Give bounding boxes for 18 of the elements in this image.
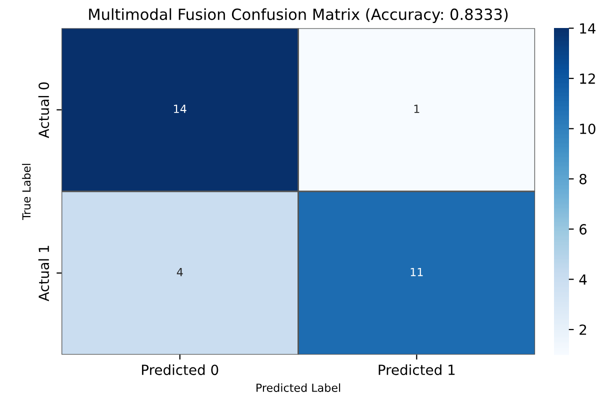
color-bar-label: 12 xyxy=(580,73,595,84)
data-label: 11 xyxy=(410,268,423,276)
x-tick-label: Predicted 1 xyxy=(378,364,455,376)
color-bar-label: 6 xyxy=(580,224,587,235)
x-axis-title: Predicted Label xyxy=(256,383,340,392)
color-bar-label: 4 xyxy=(579,274,587,285)
y-axis-title: True Label xyxy=(22,164,31,220)
color-bar-label: 8 xyxy=(580,174,586,184)
color-bar-label: 10 xyxy=(580,124,596,134)
data-label: 4 xyxy=(176,268,183,276)
chart-title: Multimodal Fusion Confusion Matrix (Accuracy: 0.8333) xyxy=(89,8,508,24)
color-bar-label: 2 xyxy=(580,324,586,335)
data-label: 1 xyxy=(414,104,420,113)
y-tick-label: Actual 1 xyxy=(38,246,50,302)
y-tick-label: Actual 0 xyxy=(38,82,50,138)
color-bar-label: 14 xyxy=(580,23,596,34)
data-label: 14 xyxy=(174,104,186,113)
x-tick-label: Predicted 0 xyxy=(142,364,218,376)
